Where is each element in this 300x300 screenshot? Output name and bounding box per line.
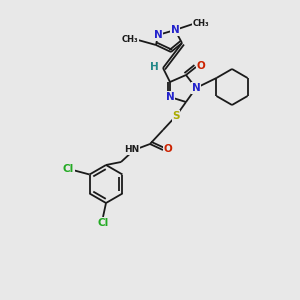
Text: N: N xyxy=(192,83,200,93)
Text: N: N xyxy=(166,92,174,102)
Text: HN: HN xyxy=(124,146,140,154)
Text: S: S xyxy=(172,111,180,121)
Text: O: O xyxy=(164,144,172,154)
Text: CH₃: CH₃ xyxy=(193,19,209,28)
Text: O: O xyxy=(196,61,206,71)
Text: Cl: Cl xyxy=(63,164,74,173)
Text: N: N xyxy=(154,30,162,40)
Text: H: H xyxy=(150,62,158,72)
Text: Cl: Cl xyxy=(98,218,109,228)
Text: N: N xyxy=(171,25,179,35)
Text: CH₃: CH₃ xyxy=(122,34,138,43)
